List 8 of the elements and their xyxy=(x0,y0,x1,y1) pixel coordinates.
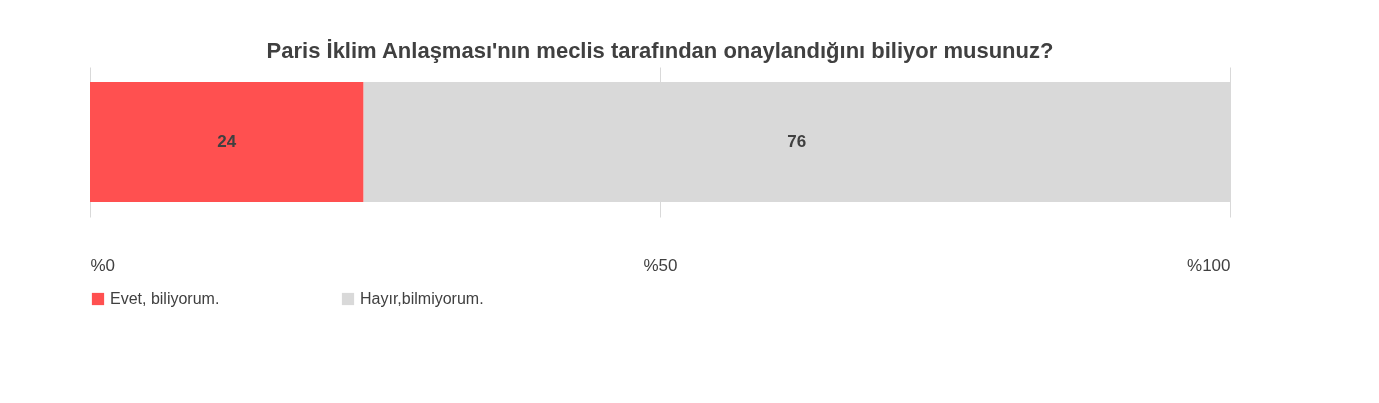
x-tick-label: %50 xyxy=(643,255,678,275)
x-tick-label: %100 xyxy=(1187,255,1231,275)
chart-title: Paris İklim Anlaşması'nın meclis tarafından onaylandığını biliyor musunuz? xyxy=(266,38,1054,63)
data-label: 24 xyxy=(217,132,237,151)
x-tick-label: %0 xyxy=(90,255,116,275)
legend-label: Evet, biliyorum. xyxy=(110,290,220,307)
legend-label: Hayır,bilmiyorum. xyxy=(360,290,484,307)
data-label: 76 xyxy=(787,132,807,151)
